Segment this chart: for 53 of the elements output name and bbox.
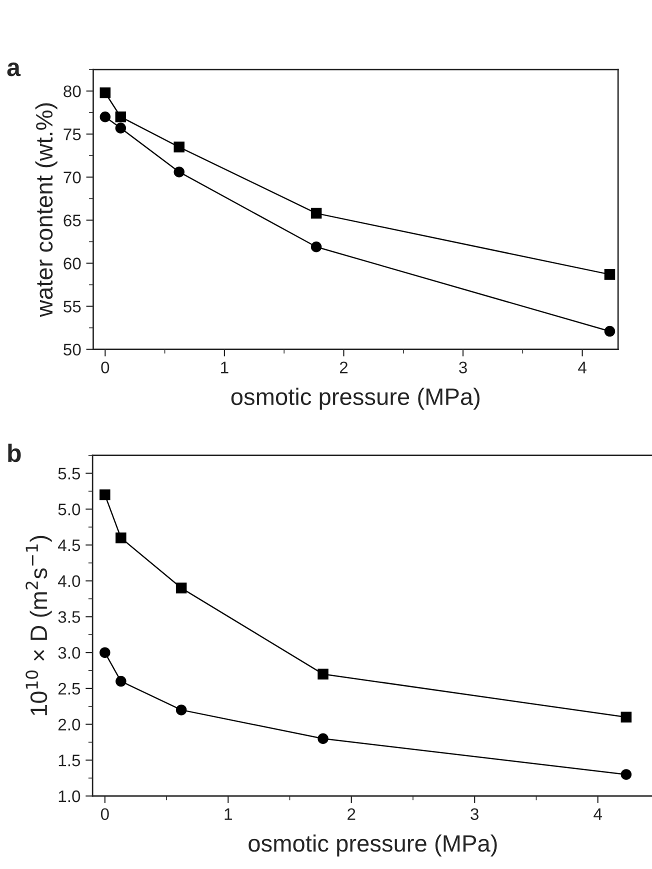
point bbox=[100, 647, 110, 658]
y-tick-label: 70 bbox=[64, 172, 81, 184]
y-tick-label: 80 bbox=[64, 85, 81, 98]
point bbox=[115, 122, 126, 134]
point bbox=[176, 704, 187, 716]
point bbox=[604, 269, 616, 280]
point bbox=[620, 769, 632, 780]
point bbox=[310, 242, 322, 252]
point bbox=[176, 582, 187, 594]
point bbox=[115, 111, 126, 122]
y-tick-label: 3.0 bbox=[58, 646, 80, 659]
y-tick-label: 4.5 bbox=[58, 540, 80, 552]
x-tick-label: 4 bbox=[578, 362, 586, 374]
y-tick-label: 65 bbox=[64, 214, 81, 226]
point bbox=[318, 733, 328, 744]
y-tick-label: 50 bbox=[64, 344, 81, 356]
x-tick-label: 1 bbox=[224, 808, 232, 820]
point bbox=[116, 676, 126, 687]
text: a bbox=[7, 62, 21, 76]
point bbox=[100, 111, 111, 122]
y-tick-label: 75 bbox=[64, 128, 81, 140]
point bbox=[100, 489, 110, 500]
point bbox=[604, 326, 616, 337]
point bbox=[310, 208, 322, 219]
y-tick-label: 5.0 bbox=[58, 504, 80, 516]
y-tick-label: 55 bbox=[64, 300, 81, 312]
point bbox=[174, 166, 185, 178]
y-tick-label: 2.5 bbox=[58, 682, 80, 695]
x-tick-label: 4 bbox=[594, 808, 602, 820]
y-tick-label: 1.5 bbox=[58, 754, 80, 766]
y-tick-label: 4.0 bbox=[58, 575, 80, 588]
y-axis-title: 10$^{10}$ × D (m$^{2}$s$^{−1}$) bbox=[26, 536, 52, 716]
x-axis-title: osmotic pressure (MPa) bbox=[248, 834, 497, 856]
y-tick-label: 1.0 bbox=[58, 790, 80, 802]
point bbox=[318, 668, 328, 680]
x-tick-label: 0 bbox=[101, 362, 110, 374]
y-tick-label: 5.5 bbox=[58, 468, 80, 480]
y-tick-label: 2.0 bbox=[58, 718, 80, 730]
x-axis-title: osmotic pressure (MPa) bbox=[231, 388, 480, 410]
x-tick-label: 2 bbox=[340, 362, 348, 374]
x-tick-label: 0 bbox=[100, 808, 109, 820]
point bbox=[100, 87, 111, 98]
point bbox=[174, 142, 185, 152]
y-axis-title: water content (wt.%) bbox=[35, 103, 58, 318]
x-tick-label: 3 bbox=[459, 362, 467, 374]
x-tick-label: 3 bbox=[470, 808, 479, 820]
point bbox=[116, 532, 126, 544]
point bbox=[620, 712, 632, 722]
y-tick-label: 3.5 bbox=[58, 611, 80, 623]
text: b bbox=[8, 444, 21, 462]
x-tick-label: 1 bbox=[221, 362, 228, 374]
y-tick-label: 60 bbox=[64, 258, 81, 270]
x-tick-label: 2 bbox=[348, 808, 356, 820]
